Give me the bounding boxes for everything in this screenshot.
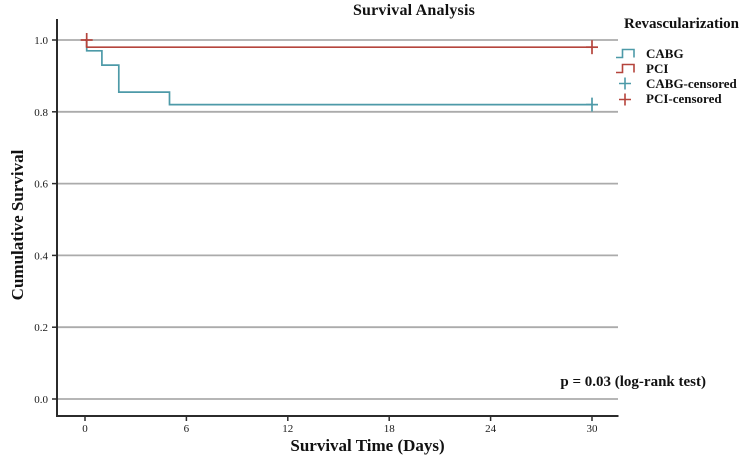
y-tick-label: 0.2 [34, 322, 48, 334]
legend-item-cabg-censored: CABG-censored [615, 76, 749, 91]
legend-item-cabg: CABG [615, 46, 749, 61]
x-tick-label: 30 [587, 423, 599, 435]
legend-item-label: CABG-censored [646, 75, 737, 91]
legend-title: Revascularization [624, 16, 739, 32]
x-tick-label: 12 [282, 423, 293, 435]
x-tick-label: 6 [184, 423, 190, 435]
x-tick-label: 24 [485, 423, 497, 435]
plus-censor-icon [619, 93, 631, 106]
legend-item-label: PCI-censored [646, 91, 722, 107]
censor-marks [80, 33, 598, 112]
y-tick-label: 0.4 [34, 250, 48, 262]
x-tick-label: 0 [82, 423, 88, 435]
axes [56, 19, 619, 417]
plus-censor-icon [619, 77, 631, 90]
x-axis-label: Survival Time (Days) [290, 436, 445, 455]
tick-labels: 0.0 0.2 0.4 0.6 0.8 1.0 0 6 12 18 24 30 [34, 35, 598, 435]
chart-title: Survival Analysis [352, 2, 476, 19]
curve-cabg [85, 39, 592, 106]
x-tick-label: 18 [384, 423, 396, 435]
legend-item-label: CABG [646, 45, 684, 61]
gridlines [57, 39, 618, 400]
y-tick-label: 0.8 [34, 107, 48, 119]
step-line-icon [616, 63, 635, 74]
step-line-icon [616, 48, 635, 59]
legend-item-label: PCI [646, 60, 669, 76]
y-tick-label: 0.0 [34, 394, 48, 406]
legend-item-pci-censored: PCI-censored [615, 91, 749, 107]
legend-item-pci: PCI [615, 61, 749, 76]
legend-items: CABG PCI CABG-censored PCI-censored [615, 46, 749, 107]
survival-curves [85, 39, 592, 106]
y-tick-label: 1.0 [34, 35, 48, 47]
y-tick-label: 0.6 [34, 179, 48, 191]
pvalue-annotation: p = 0.03 (log-rank test) [560, 374, 706, 390]
curve-pci [85, 39, 592, 49]
legend: Revascularization CABG PCI CABG-censored PC… [615, 16, 749, 107]
tick-marks [52, 39, 593, 421]
